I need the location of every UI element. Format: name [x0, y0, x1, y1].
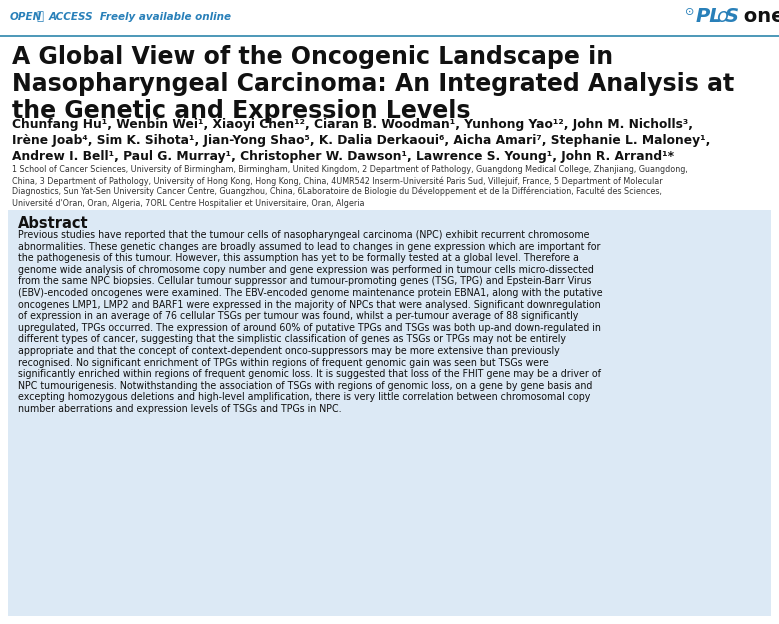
Text: from the same NPC biopsies. Cellular tumour suppressor and tumour-promoting gene: from the same NPC biopsies. Cellular tum… [18, 276, 591, 286]
Text: OPEN: OPEN [10, 12, 42, 22]
Text: o: o [716, 6, 728, 26]
Text: one: one [737, 6, 779, 26]
Text: appropriate and that the concept of context-dependent onco-suppressors may be mo: appropriate and that the concept of cont… [18, 346, 560, 356]
Text: Abstract: Abstract [18, 216, 89, 231]
Text: genome wide analysis of chromosome copy number and gene expression was performed: genome wide analysis of chromosome copy … [18, 265, 594, 275]
Text: Andrew I. Bell¹, Paul G. Murray¹, Christopher W. Dawson¹, Lawrence S. Young¹, Jo: Andrew I. Bell¹, Paul G. Murray¹, Christ… [12, 150, 674, 163]
Text: Irène Joab⁴, Sim K. Sihota¹, Jian-Yong Shao⁵, K. Dalia Derkaoui⁶, Aicha Amari⁷, : Irène Joab⁴, Sim K. Sihota¹, Jian-Yong S… [12, 134, 710, 147]
Text: of expression in an average of 76 cellular TSGs per tumour was found, whilst a p: of expression in an average of 76 cellul… [18, 311, 578, 321]
Text: (EBV)-encoded oncogenes were examined. The EBV-encoded genome maintenance protei: (EBV)-encoded oncogenes were examined. T… [18, 288, 603, 298]
Text: A Global View of the Oncogenic Landscape in: A Global View of the Oncogenic Landscape… [12, 45, 613, 69]
Text: Diagnostics, Sun Yat-Sen University Cancer Centre, Guangzhou, China, 6Laboratoir: Diagnostics, Sun Yat-Sen University Canc… [12, 187, 662, 197]
Text: Université d'Oran, Oran, Algeria, 7ORL Centre Hospitalier et Universitaire, Oran: Université d'Oran, Oran, Algeria, 7ORL C… [12, 198, 365, 208]
Text: China, 3 Department of Pathology, University of Hong Kong, Hong Kong, China, 4UM: China, 3 Department of Pathology, Univer… [12, 176, 663, 185]
Text: PL: PL [696, 6, 723, 26]
Text: the pathogenesis of this tumour. However, this assumption has yet to be formally: the pathogenesis of this tumour. However… [18, 253, 579, 263]
Text: oncogenes LMP1, LMP2 and BARF1 were expressed in the majority of NPCs that were : oncogenes LMP1, LMP2 and BARF1 were expr… [18, 300, 601, 310]
Text: ACCESS  Freely available online: ACCESS Freely available online [49, 12, 232, 22]
Text: significantly enriched within regions of frequent genomic loss. It is suggested : significantly enriched within regions of… [18, 369, 601, 379]
Text: number aberrations and expression levels of TSGs and TPGs in NPC.: number aberrations and expression levels… [18, 404, 342, 414]
Text: upregulated, TPGs occurred. The expression of around 60% of putative TPGs and TS: upregulated, TPGs occurred. The expressi… [18, 323, 601, 333]
Text: NPC tumourigenesis. Notwithstanding the association of TSGs with regions of geno: NPC tumourigenesis. Notwithstanding the … [18, 381, 592, 391]
Text: ⊙: ⊙ [685, 7, 694, 17]
Text: excepting homozygous deletions and high-level amplification, there is very littl: excepting homozygous deletions and high-… [18, 392, 590, 402]
Text: Chunfang Hu¹, Wenbin Wei¹, Xiaoyi Chen¹², Ciaran B. Woodman¹, Yunhong Yao¹², Joh: Chunfang Hu¹, Wenbin Wei¹, Xiaoyi Chen¹²… [12, 118, 693, 131]
Text: different types of cancer, suggesting that the simplistic classification of gene: different types of cancer, suggesting th… [18, 334, 566, 344]
Text: Nasopharyngeal Carcinoma: An Integrated Analysis at: Nasopharyngeal Carcinoma: An Integrated … [12, 72, 735, 96]
Text: Previous studies have reported that the tumour cells of nasopharyngeal carcinoma: Previous studies have reported that the … [18, 230, 590, 240]
Text: 1 School of Cancer Sciences, University of Birmingham, Birmingham, United Kingdo: 1 School of Cancer Sciences, University … [12, 165, 688, 174]
Text: abnormalities. These genetic changes are broadly assumed to lead to changes in g: abnormalities. These genetic changes are… [18, 241, 601, 251]
Text: the Genetic and Expression Levels: the Genetic and Expression Levels [12, 99, 471, 123]
Text: S: S [725, 6, 739, 26]
FancyBboxPatch shape [8, 210, 771, 616]
Text: ⚿: ⚿ [36, 11, 43, 24]
Text: recognised. No significant enrichment of TPGs within regions of frequent genomic: recognised. No significant enrichment of… [18, 358, 548, 368]
